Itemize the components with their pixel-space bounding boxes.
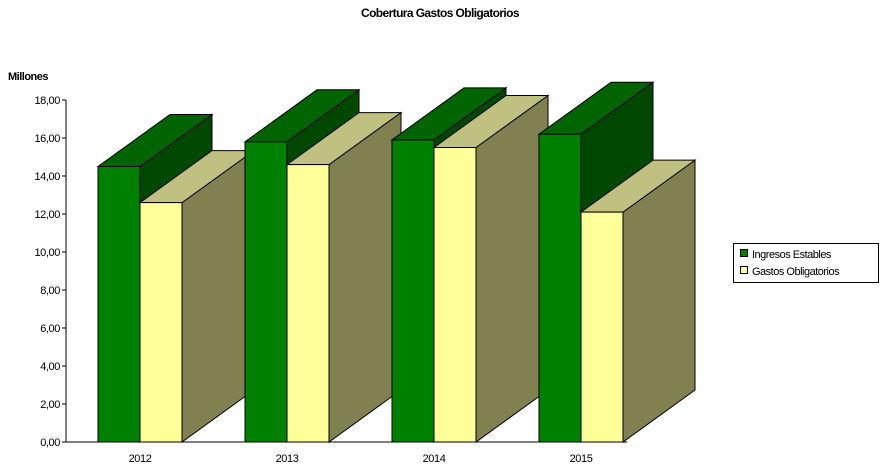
x-tick-label-2012: 2012 [129, 453, 152, 465]
y-tick-label: 12,00 [34, 209, 60, 221]
y-tick-label: 8,00 [40, 285, 60, 297]
y-axis-unit-label: Millones [8, 71, 49, 83]
legend-label-ingresos: Ingresos Estables [752, 249, 831, 261]
bar-gastos-2013 [286, 164, 330, 443]
chart-title: Cobertura Gastos Obligatorios [361, 6, 520, 20]
bar-ingresos-2015 [538, 133, 582, 443]
y-tick-label: 6,00 [40, 323, 60, 335]
bar-gastos-2012 [139, 202, 183, 443]
bar-ingresos-2013 [244, 141, 288, 443]
legend-swatch-ingresos [740, 249, 748, 257]
bar-side-gastos-2014 [475, 94, 549, 443]
bar-side-gastos-2013 [328, 111, 402, 443]
bar-gastos-2015 [580, 211, 624, 443]
y-tick-label: 14,00 [34, 171, 60, 183]
legend-item-ingresos: Ingresos Estables [740, 249, 831, 261]
y-tick-label: 18,00 [34, 95, 60, 107]
legend: Ingresos Estables Gastos Obligatorios [733, 243, 879, 283]
y-tick-label: 4,00 [40, 361, 60, 373]
bar-gastos-2014 [433, 147, 477, 443]
y-tick-label: 0,00 [40, 437, 60, 449]
y-tick-label: 10,00 [34, 247, 60, 259]
y-tick-label: 2,00 [40, 399, 60, 411]
y-tick-label: 16,00 [34, 133, 60, 145]
bar-ingresos-2014 [391, 139, 435, 443]
x-tick-label-2014: 2014 [423, 453, 446, 465]
x-tick-label-2013: 2013 [276, 453, 299, 465]
legend-swatch-gastos [740, 266, 748, 274]
bar-ingresos-2012 [97, 166, 141, 443]
x-tick-label-2015: 2015 [570, 453, 593, 465]
legend-item-gastos: Gastos Obligatorios [740, 266, 840, 278]
legend-label-gastos: Gastos Obligatorios [752, 266, 840, 278]
